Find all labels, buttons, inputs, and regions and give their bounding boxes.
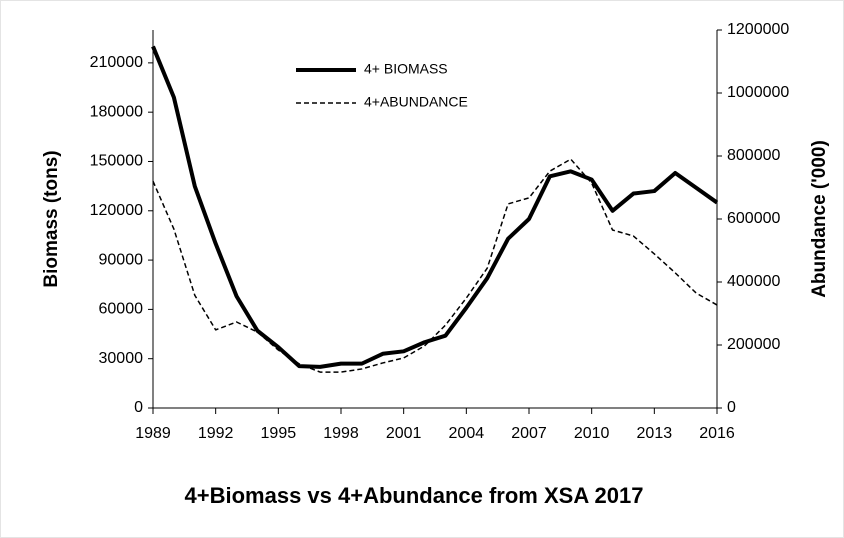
y2-tick-label: 600000 [727,210,780,227]
legend-label: 4+ BIOMASS [364,61,448,77]
y2-tick-label: 1000000 [727,84,789,101]
x-tick-label: 1995 [261,425,297,442]
y-tick-label: 120000 [90,202,143,219]
y-tick-label: 180000 [90,103,143,120]
y-axis-label: Biomass (tons) [41,150,62,287]
x-tick-label: 1989 [135,425,171,442]
y2-tick-label: 400000 [727,273,780,290]
x-tick-label: 2016 [699,425,735,442]
x-tick-label: 2010 [574,425,610,442]
y2-tick-label: 0 [727,399,736,416]
x-tick-label: 1992 [198,425,234,442]
y-tick-label: 150000 [90,153,143,170]
y2-tick-label: 200000 [727,336,780,353]
y-tick-label: 90000 [99,251,144,268]
series-line [151,45,719,369]
x-tick-label: 2013 [637,425,673,442]
y2-tick-label: 800000 [727,147,780,164]
x-tick-label: 1998 [323,425,359,442]
chart-title: 4+Biomass vs 4+Abundance from XSA 2017 [185,483,644,508]
y2-axis-label: Abundance ('000) [809,140,830,298]
x-tick-label: 2004 [449,425,485,442]
y-tick-label: 0 [134,399,143,416]
legend-label: 4+ABUNDANCE [364,94,468,110]
x-tick-label: 2007 [511,425,547,442]
series-line [152,158,718,373]
y-tick-label: 210000 [90,54,143,71]
y-tick-label: 30000 [99,350,144,367]
y2-tick-label: 1200000 [727,21,789,38]
y-tick-label: 60000 [99,301,144,318]
x-tick-label: 2001 [386,425,422,442]
